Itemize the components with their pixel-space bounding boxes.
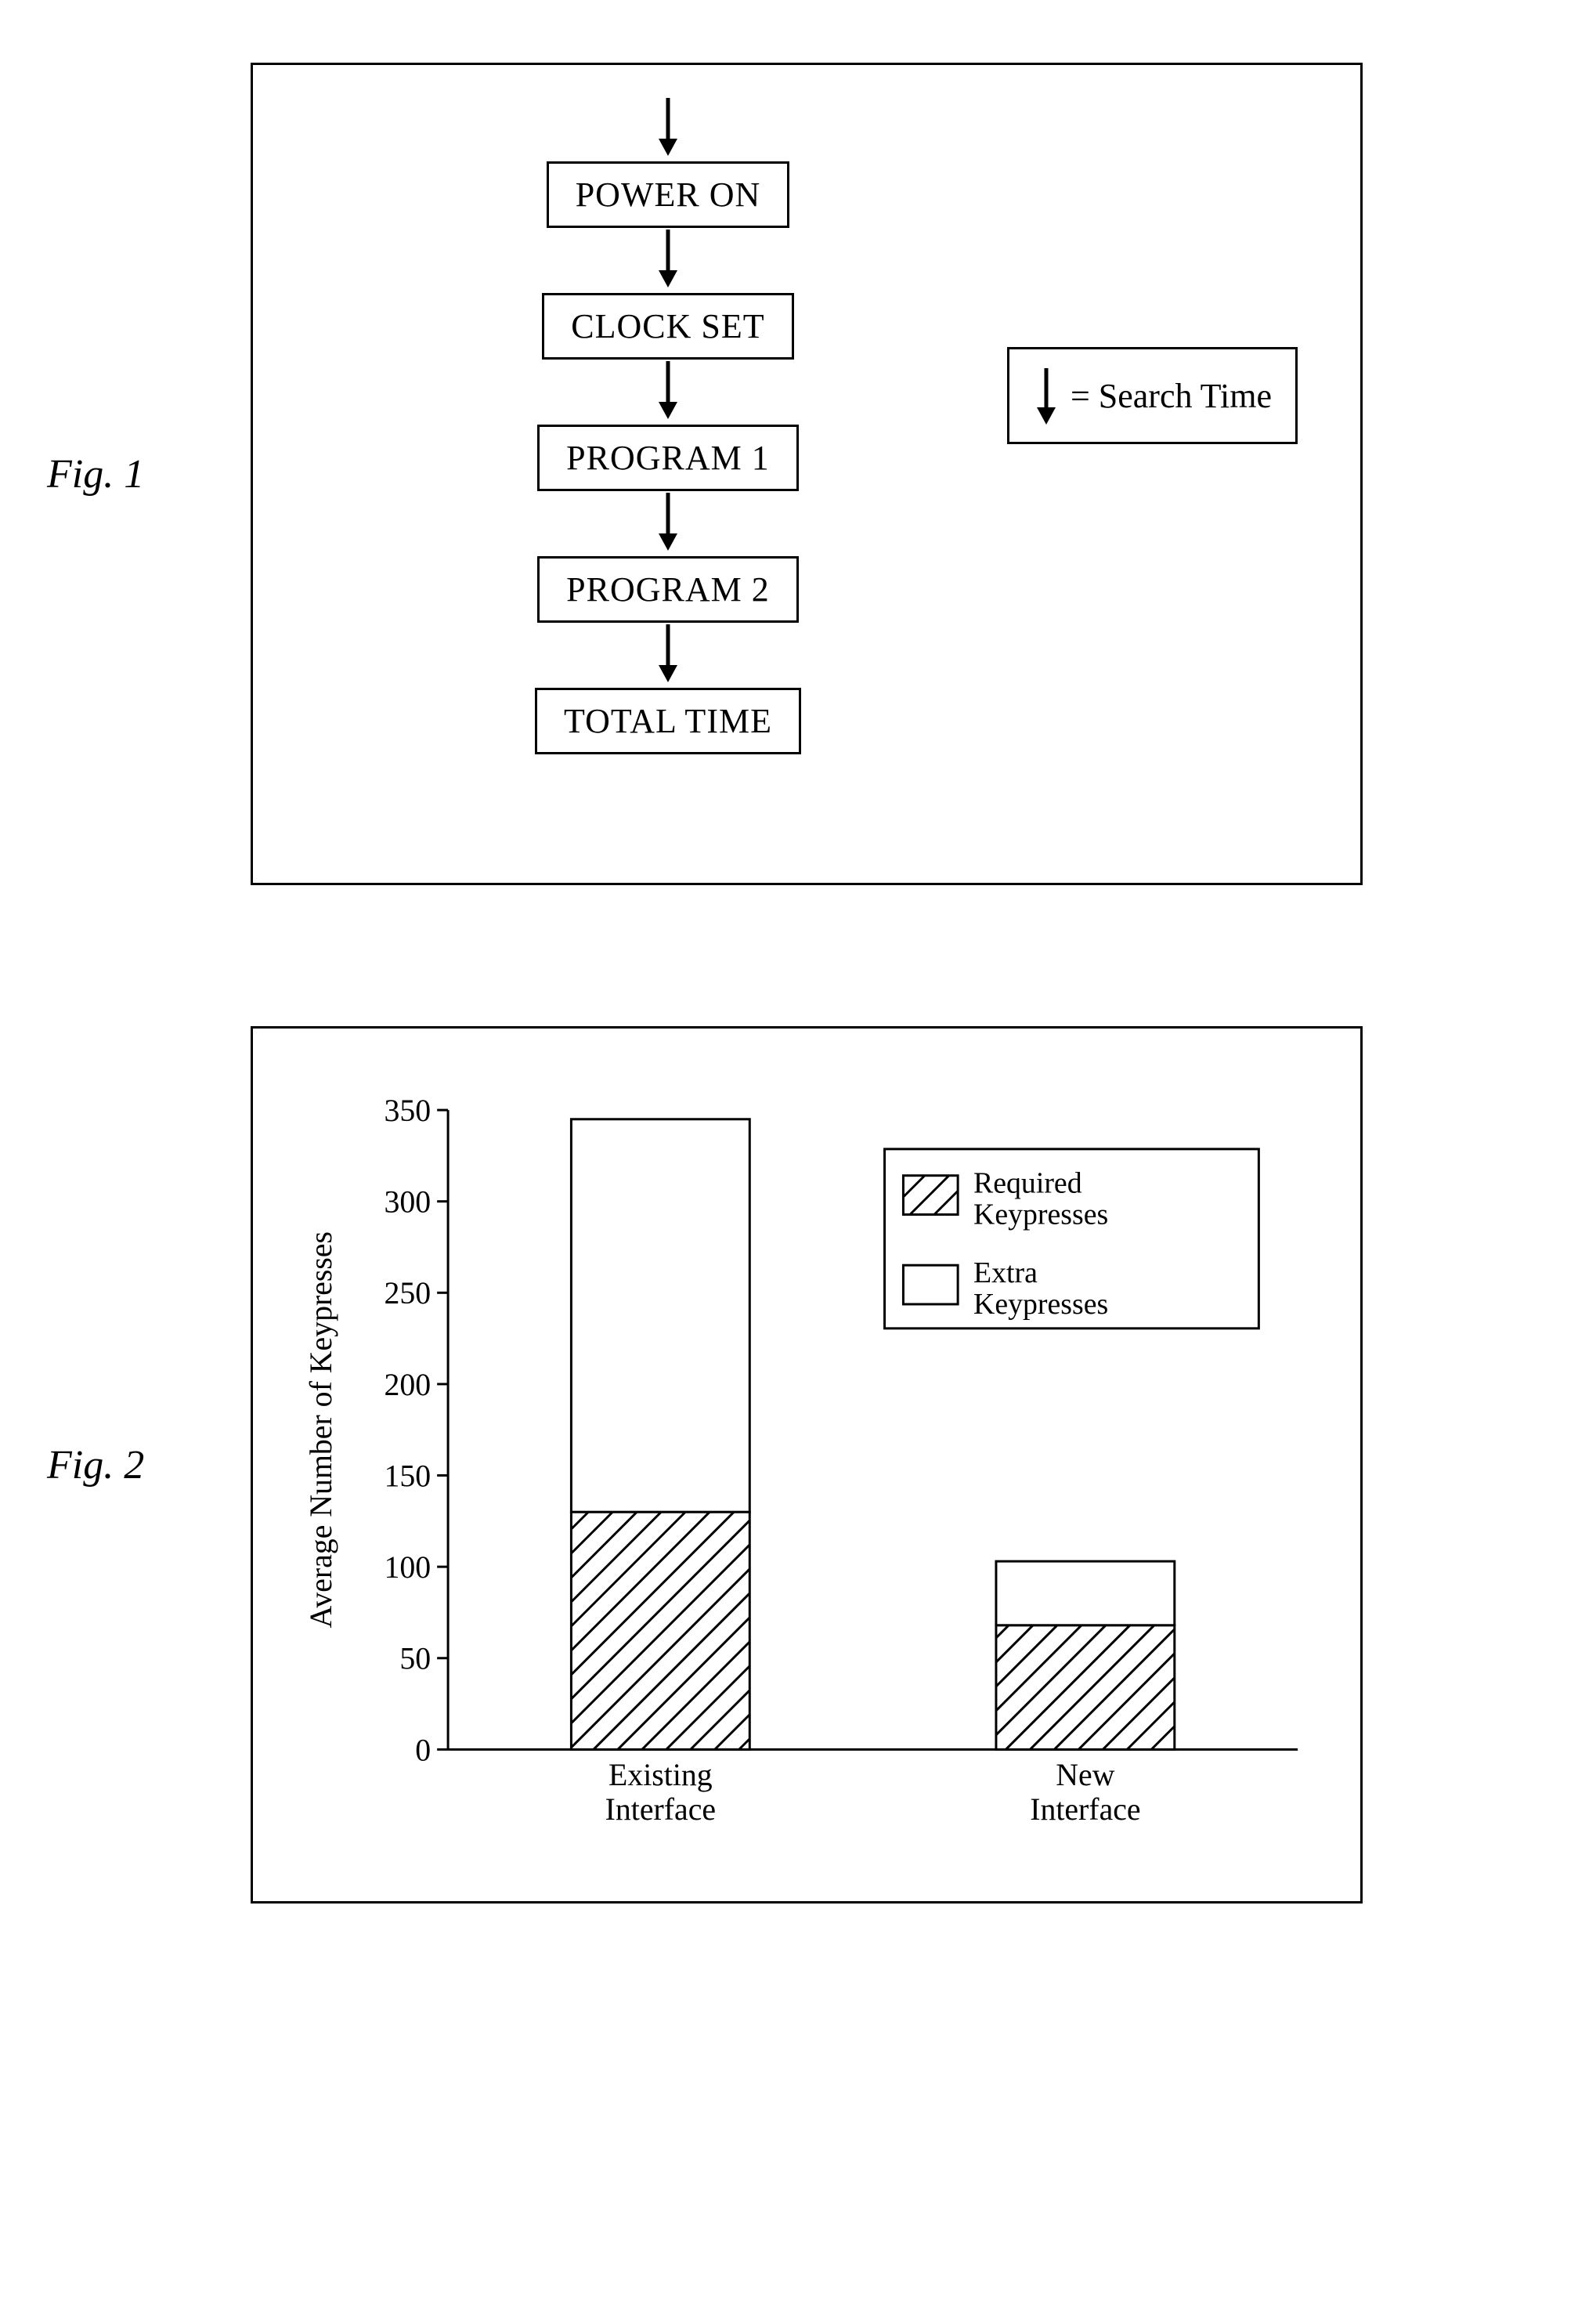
bar-chart-svg: Average Number of Keypresses 0 50 100 150 200… [292,1076,1321,1862]
flow-arrow-icon [655,491,681,552]
legend-label: Required [973,1167,1082,1200]
flow-arrow [655,491,681,556]
legend-swatch [903,1176,958,1215]
flow-arrow [655,360,681,425]
legend-label: Keypresses [973,1198,1108,1231]
x-tick-label: Interface [1030,1792,1140,1827]
flow-box: PROGRAM 1 [537,425,799,491]
bar-segment [571,1512,749,1749]
legend-label: Extra [973,1256,1038,1289]
flow-box: POWER ON [547,161,790,228]
figure-2-panel: Average Number of Keypresses 0 50 100 150 200… [251,1026,1363,1904]
figure-1-panel: POWER ON CLOCK SET PROGRAM 1 PROGRAM 2 TOTAL… [251,63,1363,885]
flow-box: CLOCK SET [542,293,793,360]
legend-label: Keypresses [973,1288,1108,1321]
flow-arrow-icon [655,228,681,289]
y-axis-label: Average Number of Keypresses [304,1231,338,1628]
x-tick-label: Interface [605,1792,716,1827]
bar-segment [996,1625,1175,1750]
legend-arrow-icon [1033,365,1060,426]
figure-2-row: Fig. 2 Average Number of Keypresses 0 50 10… [47,1026,1549,1904]
flow-box: PROGRAM 2 [537,556,799,623]
x-tick-label: New [1056,1758,1114,1792]
bar-segment [571,1119,749,1512]
flowchart-column: POWER ON CLOCK SET PROGRAM 1 PROGRAM 2 TOTAL… [535,96,801,754]
y-tick-label: 200 [384,1368,431,1402]
y-tick-label: 0 [415,1733,431,1767]
flow-arrow [655,623,681,688]
y-tick-label: 300 [384,1185,431,1220]
legend-swatch [903,1265,958,1304]
legend-text: = Search Time [1071,376,1272,416]
x-tick-label: Existing [608,1758,713,1792]
figure-1-label: Fig. 1 [47,451,251,497]
bar-chart: Average Number of Keypresses 0 50 100 150 200… [292,1076,1321,1862]
figure-1-row: Fig. 1 POWER ON CLOCK SET PROGRAM 1 PROGRAM… [47,63,1549,885]
y-tick-label: 250 [384,1276,431,1311]
flow-arrow [655,96,681,161]
flow-arrow-icon [655,360,681,421]
y-tick-label: 50 [399,1642,431,1676]
bar-segment [996,1561,1175,1625]
flow-arrow [655,228,681,293]
y-tick-label: 350 [384,1094,431,1128]
flow-arrow-icon [655,96,681,157]
figure-2-label: Fig. 2 [47,1442,251,1488]
flow-box: TOTAL TIME [535,688,801,754]
flow-arrow-icon [655,623,681,684]
figure-1-legend: = Search Time [1007,347,1298,444]
y-tick-label: 150 [384,1459,431,1493]
y-tick-label: 100 [384,1550,431,1585]
